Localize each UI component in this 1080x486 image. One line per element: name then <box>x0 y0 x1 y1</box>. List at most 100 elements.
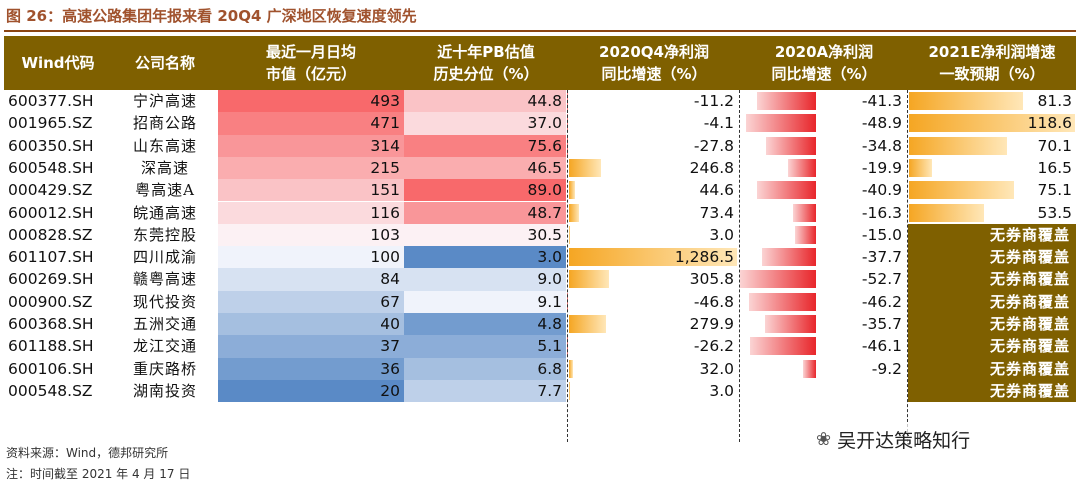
market-value: 40 <box>218 313 404 336</box>
e21-cell: 53.5 <box>908 202 1076 224</box>
market-value: 67 <box>218 290 404 313</box>
q4-bar <box>569 225 570 244</box>
pb-percentile: 30.5 <box>404 223 566 247</box>
q4-bar <box>569 203 579 222</box>
table-row: 600368.SH 五洲交通 40 4.8 279.9 -35.7 无券商覆盖 <box>4 313 1076 336</box>
q4-value: 246.8 <box>689 158 734 177</box>
table-row: 000548.SZ 湖南投资 20 7.7 3.0 无券商覆盖 <box>4 379 1076 403</box>
column-separator <box>907 90 908 442</box>
q4-cell: -46.8 <box>567 291 738 313</box>
q4-cell: 1,286.5 <box>568 246 738 268</box>
a20-cell: -15.0 <box>740 224 906 246</box>
no-coverage-label: 无券商覆盖 <box>908 335 1076 358</box>
pb-percentile: 75.6 <box>404 134 566 157</box>
a20-value: -48.9 <box>861 114 902 133</box>
stock-code: 600350.SH <box>8 136 94 155</box>
header-name: 公司名称 <box>134 54 195 72</box>
table-row: 600548.SH 深高速 215 46.5 246.8 -19.9 16.5 <box>4 156 1076 180</box>
company-name: 粤高速A <box>135 181 195 200</box>
a20-bar <box>765 136 817 155</box>
market-value: 36 <box>218 357 404 380</box>
q4-cell: 3.0 <box>568 224 738 246</box>
a20-cell <box>740 380 906 402</box>
a20-bar <box>761 248 817 267</box>
q4-value: -46.8 <box>693 292 734 311</box>
market-value: 20 <box>218 379 404 403</box>
q4-value: -4.1 <box>703 114 734 133</box>
pb-percentile: 89.0 <box>404 179 566 202</box>
table-row: 001965.SZ 招商公路 471 37.0 -4.1 -48.9 118.6 <box>4 112 1076 135</box>
stock-code: 000900.SZ <box>8 292 93 311</box>
a20-cell: -19.9 <box>740 157 906 179</box>
a20-value: -9.2 <box>871 359 902 378</box>
e21-cell: 70.1 <box>908 135 1076 157</box>
a20-bar <box>794 225 817 244</box>
e21-bar <box>909 181 1015 200</box>
no-coverage-label: 无券商覆盖 <box>908 313 1076 336</box>
company-name: 龙江交通 <box>132 337 197 356</box>
header-market-value: 最近一月日均 市值（亿元） <box>265 43 356 83</box>
pb-percentile: 7.7 <box>404 379 566 403</box>
q4-value: 73.4 <box>699 203 734 222</box>
market-value: 215 <box>218 156 404 180</box>
company-name: 皖通高速 <box>132 203 197 222</box>
q4-bar <box>569 181 575 200</box>
q4-cell: -27.8 <box>567 135 738 157</box>
table-header: Wind代码 公司名称 最近一月日均 市值（亿元） 近十年PB估值 历史分位（%） … <box>4 36 1076 90</box>
column-separator <box>739 90 740 442</box>
a20-cell: -41.3 <box>740 90 906 112</box>
stock-code: 600106.SH <box>8 359 94 378</box>
a20-cell: -16.3 <box>740 202 906 224</box>
e21-value: 70.1 <box>1037 136 1072 155</box>
q4-cell: 246.8 <box>568 157 738 179</box>
table-row: 600012.SH 皖通高速 116 48.7 73.4 -16.3 53.5 <box>4 201 1076 224</box>
title-rule <box>4 30 1076 32</box>
a20-cell: -46.2 <box>740 291 906 313</box>
stock-code: 601107.SH <box>8 248 94 267</box>
company-name: 五洲交通 <box>132 315 197 333</box>
company-name: 现代投资 <box>132 292 197 311</box>
q4-bar <box>569 158 602 177</box>
e21-value: 118.6 <box>1027 114 1072 133</box>
a20-cell: -46.1 <box>740 335 906 357</box>
stock-code: 600269.SH <box>8 270 94 289</box>
a20-value: -15.0 <box>861 225 902 244</box>
table-row: 600377.SH 宁沪高速 493 44.8 -11.2 -41.3 81.3 <box>4 90 1076 113</box>
stock-code: 600548.SH <box>8 158 94 177</box>
q4-value: -27.8 <box>693 136 734 155</box>
table-row: 600106.SH 重庆路桥 36 6.8 32.0 -9.2 无券商覆盖 <box>4 357 1076 380</box>
e21-bar <box>909 136 1008 155</box>
no-coverage-label: 无券商覆盖 <box>908 223 1076 247</box>
pb-percentile: 48.7 <box>404 201 566 224</box>
a20-cell: -9.2 <box>740 358 906 380</box>
a20-cell: -48.9 <box>740 112 906 134</box>
wechat-icon: ❀ <box>816 428 832 450</box>
q4-value: 3.0 <box>709 381 734 400</box>
watermark-text: 吴开达策略知行 <box>837 429 971 452</box>
q4-value: 32.0 <box>699 359 734 378</box>
a20-value: -34.8 <box>861 136 902 155</box>
company-name: 山东高速 <box>132 136 197 155</box>
q4-cell: -4.1 <box>567 112 738 134</box>
e21-cell: 75.1 <box>908 179 1076 201</box>
q4-cell: 3.0 <box>568 380 738 402</box>
a20-value: -41.3 <box>861 92 902 110</box>
q4-bar <box>569 315 606 333</box>
stock-code: 600012.SH <box>8 203 94 222</box>
table-row: 000900.SZ 现代投资 67 9.1 -46.8 -46.2 无券商覆盖 <box>4 290 1076 313</box>
e21-value: 81.3 <box>1037 92 1072 110</box>
company-name: 湖南投资 <box>132 381 197 400</box>
company-name: 深高速 <box>140 158 189 177</box>
q4-bar <box>569 359 574 378</box>
header-2020a-growth: 2020A净利润 同比增速（%） <box>771 43 877 83</box>
figure-title: 图 26：高速公路集团年报来看 20Q4 广深地区恢复速度领先 <box>6 7 417 25</box>
pb-percentile: 9.1 <box>404 290 566 313</box>
a20-value: -40.9 <box>861 181 902 200</box>
a20-bar <box>749 292 817 311</box>
e21-value: 53.5 <box>1037 203 1072 222</box>
table-row: 600350.SH 山东高速 314 75.6 -27.8 -34.8 70.1 <box>4 134 1076 157</box>
q4-cell: 44.6 <box>568 179 738 201</box>
no-coverage-label: 无券商覆盖 <box>908 246 1076 269</box>
q4-value: -26.2 <box>693 337 734 356</box>
table-row: 000429.SZ 粤高速A 151 89.0 44.6 -40.9 75.1 <box>4 179 1076 202</box>
